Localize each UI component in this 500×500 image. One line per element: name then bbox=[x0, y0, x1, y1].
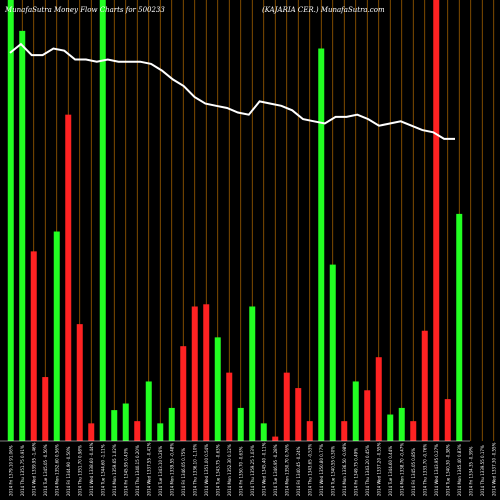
money-flow-bar bbox=[30, 251, 37, 441]
x-tick-label: 2014 Tue 1344.60 -1.11% bbox=[100, 444, 105, 496]
x-tick-label: 2014 Wed 1337.20 -0.55% bbox=[376, 442, 381, 496]
money-flow-bars bbox=[7, 0, 463, 442]
x-tick-label: 2014 Thu 1351.70 0.98% bbox=[77, 445, 82, 496]
chart-title-right: (KAJARIA CER.) MunafaSutra.com bbox=[262, 6, 385, 14]
price-line bbox=[9, 42, 455, 140]
x-tick-label: 2014 Fri 1334.35 -0.39% bbox=[468, 446, 473, 496]
money-flow-bar bbox=[168, 407, 175, 441]
x-tick-label: 2014 Wed 1345.40 -0.11% bbox=[261, 442, 266, 496]
money-flow-bar bbox=[99, 0, 106, 441]
money-flow-bar bbox=[272, 436, 279, 441]
money-flow-bar bbox=[145, 381, 152, 441]
money-flow-bar bbox=[88, 423, 95, 441]
x-tick-label: 2014 Fri 1340.45 -0.24% bbox=[296, 446, 301, 496]
money-flow-bar bbox=[42, 377, 49, 441]
money-flow-bar bbox=[375, 357, 382, 441]
money-flow-bar bbox=[295, 388, 302, 441]
x-tick-label: 2014 Mon 1339.55 -0.48% bbox=[169, 443, 174, 496]
x-tick-label: 2014 Fri 1350.70 -0.63% bbox=[238, 446, 243, 496]
x-tick-label: 2014 Fri 1346.05 0.75% bbox=[181, 448, 186, 496]
x-tick-label: 2014 Tue 1346.95 -0.28% bbox=[273, 444, 278, 496]
money-flow-bar bbox=[410, 421, 417, 441]
x-tick-label: 2014 Wed 1337.55 -0.41% bbox=[146, 442, 151, 496]
x-tick-label: 2014 Thu 1343.20 0.45% bbox=[365, 445, 370, 496]
x-tick-label: 2014 Tue 1340.55 0.30% bbox=[330, 446, 335, 496]
money-flow-bar bbox=[249, 306, 256, 441]
money-flow-bar bbox=[456, 213, 463, 441]
x-tick-label: 2014 Thu 1340.15 0.20% bbox=[135, 445, 140, 496]
x-tick-label: 2014 Tue 1343.75 -0.63% bbox=[215, 444, 220, 496]
x-tick-label: 2014 Fri 1345.95 0.43% bbox=[123, 448, 128, 496]
money-flow-bar bbox=[387, 414, 394, 441]
money-flow-bar bbox=[191, 306, 198, 441]
x-tick-label: 2014 Wed 1337.30 -0.55% bbox=[491, 442, 496, 496]
money-flow-bar bbox=[260, 423, 267, 441]
money-flow-bar bbox=[318, 48, 325, 441]
x-tick-label: 2014 Thu 1359.25 1.03% bbox=[250, 445, 255, 496]
x-tick-label: 2014 Fri 1344.90 -0.50% bbox=[66, 446, 71, 496]
x-tick-label: 2014 Wed 1338.60 -0.44% bbox=[89, 442, 94, 496]
money-flow-bar bbox=[398, 407, 405, 441]
x-tick-label: 2014 Mon 1359.65 1.02% bbox=[112, 444, 117, 496]
money-flow-bar bbox=[214, 337, 221, 441]
x-tick-label: 2014 Mon 1352.30 0.12% bbox=[227, 444, 232, 496]
x-tick-label: 2014 Fri 1345.05 0.85% bbox=[411, 448, 416, 496]
money-flow-bar bbox=[203, 304, 210, 441]
money-flow-bar bbox=[122, 403, 129, 441]
x-tick-label: 2014 Tue 1344.60 0.44% bbox=[388, 446, 393, 496]
money-flow-bar bbox=[283, 372, 290, 441]
money-flow-bar bbox=[341, 421, 348, 441]
money-flow-bar bbox=[157, 423, 164, 441]
x-tick-label: 2014 Mon 1336.50 -0.98% bbox=[342, 443, 347, 496]
money-flow-bar bbox=[364, 390, 371, 441]
x-tick-label: 2014 Mon 1338.70 -0.47% bbox=[399, 443, 404, 496]
x-tick-label: 2014 Wed 1350.80 0.77% bbox=[319, 444, 324, 496]
x-tick-label: 2014 Thu 1336.10 -1.10% bbox=[192, 444, 197, 496]
money-flow-bar bbox=[433, 0, 440, 441]
x-tick-label: 2014 Thu 1339.55 0.17% bbox=[480, 445, 485, 496]
money-flow-bar bbox=[65, 114, 72, 441]
money-flow-bar bbox=[7, 0, 14, 441]
x-tick-label: 2014 Mon 1345.40 0.83% bbox=[457, 444, 462, 496]
x-tick-label: 2014 Tue 1340.30 -0.38% bbox=[445, 444, 450, 496]
x-tick-label: 2014 Wed 1351.00 0.54% bbox=[204, 444, 209, 496]
money-flow-bar bbox=[53, 231, 60, 441]
money-flow-bar bbox=[237, 407, 244, 441]
money-flow-bar bbox=[352, 381, 359, 441]
x-tick-label: 2014 Fri 1379.10 91.06% bbox=[8, 445, 13, 496]
x-tick-label: 2014 Thu 1343.65 -0.53% bbox=[307, 444, 312, 496]
money-flow-bar bbox=[111, 410, 118, 441]
x-tick-label: 2014 Tue 1345.05 -0.50% bbox=[43, 444, 48, 496]
x-tick-label: 2014 Fri 1349.75 0.49% bbox=[353, 448, 358, 496]
money-flow-bar bbox=[329, 264, 336, 441]
x-tick-labels: 2014 Fri 1379.10 91.06% 2014 Thu 1351.75 … bbox=[8, 442, 496, 496]
x-tick-label: 2014 Mon 1352.60 0.56% bbox=[54, 444, 59, 496]
price-line-layer bbox=[9, 42, 455, 140]
x-tick-label: 2014 Tue 1343.10 0.26% bbox=[158, 446, 163, 496]
x-tick-label: 2014 Thu 1351.75 0.91% bbox=[20, 445, 25, 496]
x-tick-label: 2014 Thu 1333.70 -0.76% bbox=[422, 444, 427, 496]
money-flow-bar bbox=[444, 399, 451, 441]
money-flow-bar bbox=[306, 421, 313, 441]
money-flow-bar bbox=[180, 346, 187, 441]
money-flow-bar bbox=[421, 330, 428, 441]
money-flow-bar bbox=[134, 421, 141, 441]
x-tick-label: 2014 Wed 1343.95 0.27% bbox=[434, 444, 439, 496]
money-flow-bar bbox=[76, 324, 83, 441]
money-flow-bar bbox=[226, 372, 233, 441]
x-tick-label: 2014 Mon 1350.70 0.76% bbox=[284, 444, 289, 496]
chart-title-left: MunafaSutra Money Flow Charts for 500233 bbox=[4, 6, 165, 14]
money-flow-bar bbox=[19, 30, 26, 442]
x-tick-label: 2014 Wed 1339.95 -1.46% bbox=[31, 442, 36, 496]
